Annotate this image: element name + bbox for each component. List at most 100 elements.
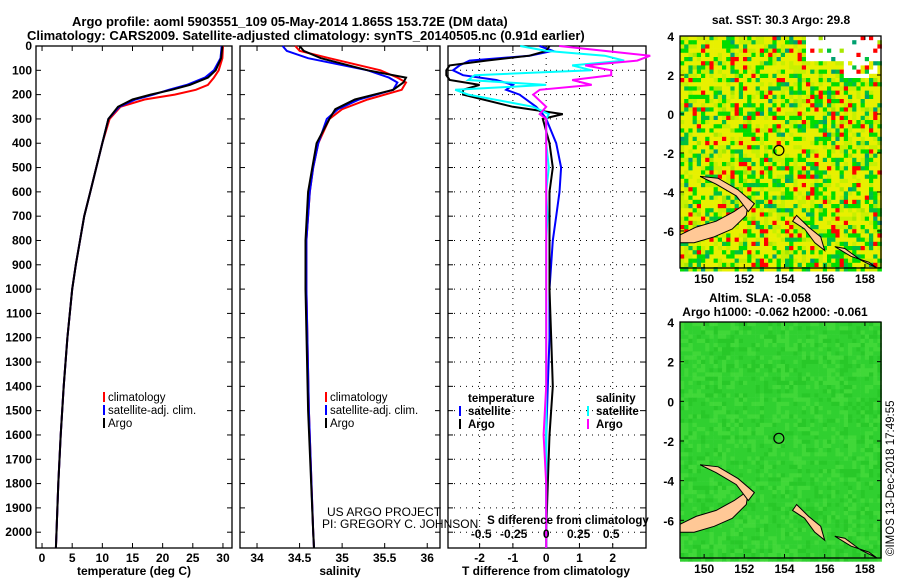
map-cell — [835, 212, 840, 217]
map-cell — [831, 82, 836, 87]
map-cell — [869, 225, 874, 230]
map-cell — [827, 397, 832, 403]
map-cell — [860, 355, 866, 361]
map-cell — [839, 406, 845, 411]
map-cell — [755, 262, 761, 268]
map-cell — [701, 78, 706, 83]
map-cell — [705, 456, 710, 461]
map-cell — [801, 44, 807, 49]
map-cell — [709, 334, 714, 340]
map-cell — [797, 347, 803, 352]
depth-tick-label: 400 — [12, 136, 32, 150]
map-cell — [835, 183, 840, 188]
map-cell — [856, 322, 861, 327]
map-cell — [785, 73, 790, 79]
map-cell — [705, 220, 710, 226]
map-cell — [764, 385, 769, 390]
map-cell — [780, 233, 786, 238]
map-cell — [709, 52, 714, 58]
map-cell — [684, 355, 689, 361]
map-cell — [747, 359, 752, 365]
map-cell — [785, 65, 790, 70]
map-cell — [726, 170, 731, 175]
map-cell — [843, 469, 849, 474]
map-cell — [709, 372, 714, 377]
map-cell — [797, 40, 803, 45]
map-cell — [747, 233, 752, 238]
map-cell — [810, 460, 815, 466]
map-cell — [768, 241, 773, 247]
map-cell — [743, 90, 748, 96]
map-cell — [701, 347, 706, 352]
map-cell — [780, 322, 786, 327]
map-cell — [806, 330, 811, 335]
map-cell — [810, 69, 815, 75]
map-cell — [709, 406, 714, 411]
map-cell — [814, 246, 819, 251]
map-cell — [793, 233, 798, 238]
map-cell — [810, 36, 815, 41]
map-cell — [772, 86, 777, 91]
map-cell — [722, 166, 727, 171]
map-cell — [734, 145, 740, 150]
map-cell — [709, 401, 714, 407]
map-cell — [747, 469, 752, 474]
map-cell — [864, 464, 870, 470]
map-cell — [713, 153, 719, 159]
map-cell — [680, 397, 685, 403]
map-cell — [814, 225, 819, 230]
map-cell — [835, 65, 840, 70]
map-cell — [680, 372, 685, 377]
map-cell — [848, 220, 853, 226]
map-cell — [780, 124, 786, 129]
map-cell — [692, 195, 698, 201]
map-cell — [780, 334, 786, 340]
map-cell — [873, 246, 878, 251]
map-cell — [785, 262, 790, 268]
map-cell — [801, 347, 807, 352]
map-cell — [780, 162, 786, 167]
map-cell — [843, 338, 849, 344]
map-cell — [822, 435, 828, 440]
map-cell — [810, 469, 815, 474]
map-cell — [747, 57, 752, 62]
map-cell — [717, 65, 723, 70]
map-cell — [759, 469, 765, 474]
map-cell — [818, 477, 824, 482]
map-cell — [818, 456, 824, 461]
map-cell — [713, 44, 719, 49]
map-cell — [692, 187, 698, 192]
map-cell — [869, 44, 874, 49]
map-cell — [843, 258, 849, 264]
map-cell — [705, 52, 710, 58]
map-cell — [738, 385, 744, 390]
map-cell — [789, 401, 794, 407]
map-cell — [764, 170, 769, 175]
map-cell — [818, 364, 824, 369]
map-cell — [734, 414, 740, 419]
map-cell — [818, 162, 824, 167]
map-cell — [801, 380, 807, 386]
map-cell — [827, 443, 832, 449]
map-cell — [751, 82, 756, 87]
map-cell — [696, 414, 702, 419]
map-cell — [772, 385, 777, 390]
map-cell — [789, 246, 794, 251]
map-cell — [743, 65, 748, 70]
map-cell — [688, 368, 693, 373]
map-cell — [696, 326, 702, 331]
map-cell — [785, 141, 790, 146]
map-cell — [860, 82, 866, 87]
map-cell — [722, 237, 727, 243]
map-cell — [684, 225, 689, 230]
map-cell — [709, 456, 714, 461]
map-cell — [688, 183, 693, 188]
legend-title-temperature: temperature — [468, 393, 534, 405]
map-cell — [793, 241, 798, 247]
map-cell — [722, 199, 727, 205]
map-cell — [764, 439, 769, 445]
map-cell — [701, 128, 706, 133]
map-cell — [701, 343, 706, 348]
map-cell — [680, 254, 685, 259]
map-cell — [818, 124, 824, 129]
